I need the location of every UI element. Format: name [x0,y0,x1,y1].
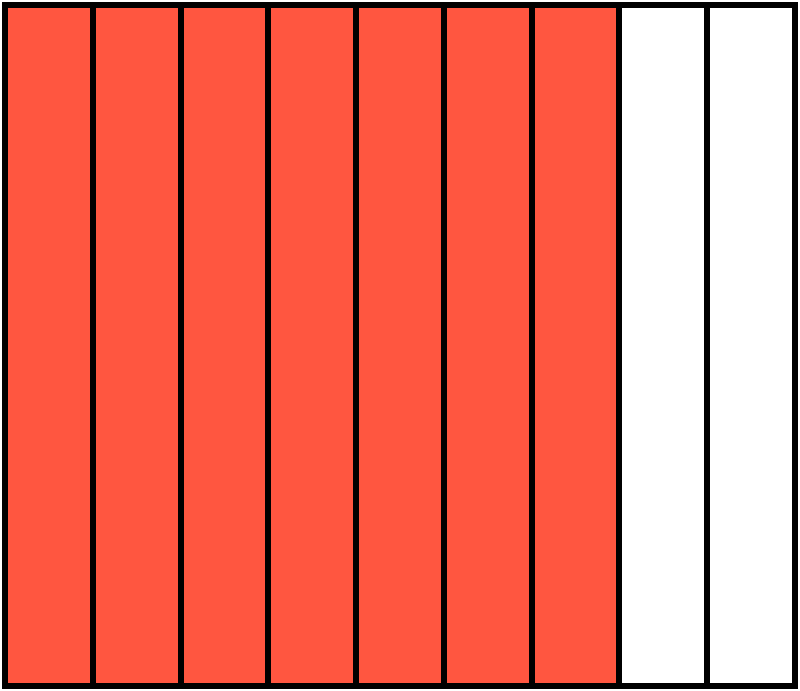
shaded-segment [95,8,178,683]
shaded-segment [446,8,529,683]
unshaded-segment [710,8,793,683]
shaded-segment [359,8,441,683]
shaded-segment [271,8,354,683]
unshaded-segment [622,8,705,683]
shaded-segment [534,8,617,683]
shaded-segment [183,8,266,683]
shaded-segment [8,8,90,683]
